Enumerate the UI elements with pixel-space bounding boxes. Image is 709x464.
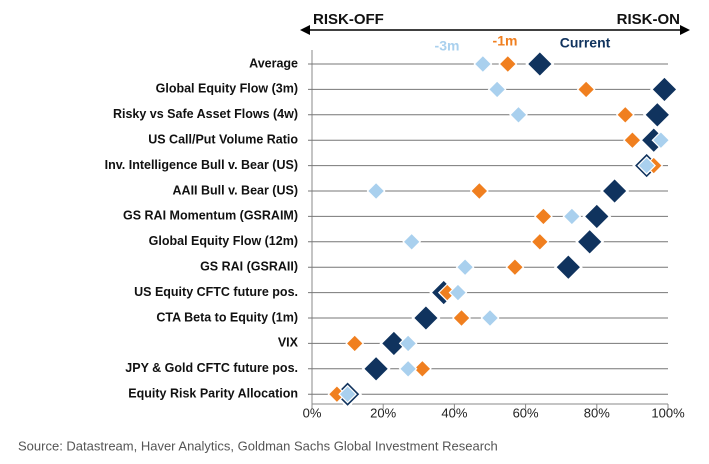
diamond bbox=[398, 334, 418, 353]
x-tick-label: 60% bbox=[513, 405, 539, 420]
category-label: CTA Beta to Equity (1m) bbox=[156, 310, 298, 324]
category-label: Inv. Intelligence Bull v. Bear (US) bbox=[105, 158, 298, 172]
diamond bbox=[413, 359, 432, 379]
diamond bbox=[345, 334, 365, 353]
category-label: US Equity CFTC future pos. bbox=[134, 285, 298, 299]
category-label: Global Equity Flow (3m) bbox=[156, 82, 298, 96]
diamond bbox=[469, 181, 489, 201]
category-label: US Call/Put Volume Ratio bbox=[148, 132, 298, 146]
arrow-head bbox=[680, 25, 690, 35]
category-label: VIX bbox=[278, 336, 299, 350]
diamond bbox=[553, 252, 583, 282]
category-label: Global Equity Flow (12m) bbox=[149, 234, 298, 248]
source: Source: Datastream, Haver Analytics, Gol… bbox=[18, 438, 498, 453]
category-label: Average bbox=[249, 56, 298, 70]
diamond bbox=[637, 156, 656, 175]
diamond bbox=[448, 283, 468, 302]
x-tick-label: 100% bbox=[651, 405, 685, 420]
category-label: AAII Bull v. Bear (US) bbox=[173, 183, 298, 197]
diamond bbox=[530, 232, 550, 252]
diamond bbox=[562, 207, 582, 226]
diamond bbox=[338, 384, 357, 404]
diamond bbox=[651, 130, 671, 150]
diamond bbox=[575, 227, 605, 257]
x-tick-label: 20% bbox=[370, 405, 396, 420]
category-label: JPY & Gold CFTC future pos. bbox=[125, 361, 298, 375]
diamond bbox=[576, 80, 596, 99]
diamond bbox=[452, 308, 471, 328]
category-label: Equity Risk Parity Allocation bbox=[128, 386, 298, 400]
diamond bbox=[379, 328, 409, 358]
diamond bbox=[411, 303, 441, 333]
legend-label: -3m bbox=[435, 38, 460, 54]
x-tick-label: 40% bbox=[441, 405, 467, 420]
diamond bbox=[582, 201, 612, 231]
category-label: GS RAI Momentum (GSRAIM) bbox=[123, 209, 298, 223]
diamond bbox=[525, 49, 555, 79]
diamond bbox=[505, 257, 525, 277]
diamond bbox=[402, 232, 422, 252]
diamond bbox=[534, 207, 553, 226]
legend-label: -1m bbox=[493, 33, 518, 49]
diamond bbox=[498, 54, 518, 74]
diamond bbox=[361, 354, 391, 384]
annotation: RISK-ON bbox=[617, 11, 680, 28]
diamond bbox=[398, 359, 418, 379]
diamond bbox=[509, 105, 528, 125]
annotation: RISK-OFF bbox=[313, 11, 384, 28]
arrow-head bbox=[300, 25, 310, 35]
diamond bbox=[615, 105, 635, 125]
diamond bbox=[623, 130, 642, 150]
diamond bbox=[642, 100, 672, 130]
diamond bbox=[455, 257, 475, 277]
category-label: GS RAI (GSRAII) bbox=[200, 259, 298, 273]
diamond bbox=[473, 54, 493, 74]
diamond bbox=[480, 308, 500, 328]
x-tick-label: 0% bbox=[303, 405, 322, 420]
x-tick-label: 80% bbox=[584, 405, 610, 420]
category-label: Risky vs Safe Asset Flows (4w) bbox=[113, 107, 298, 121]
diamond bbox=[366, 181, 386, 201]
diamond bbox=[487, 80, 507, 99]
diamond bbox=[650, 74, 679, 104]
diamond bbox=[600, 176, 630, 206]
legend-label: Current bbox=[560, 35, 611, 51]
